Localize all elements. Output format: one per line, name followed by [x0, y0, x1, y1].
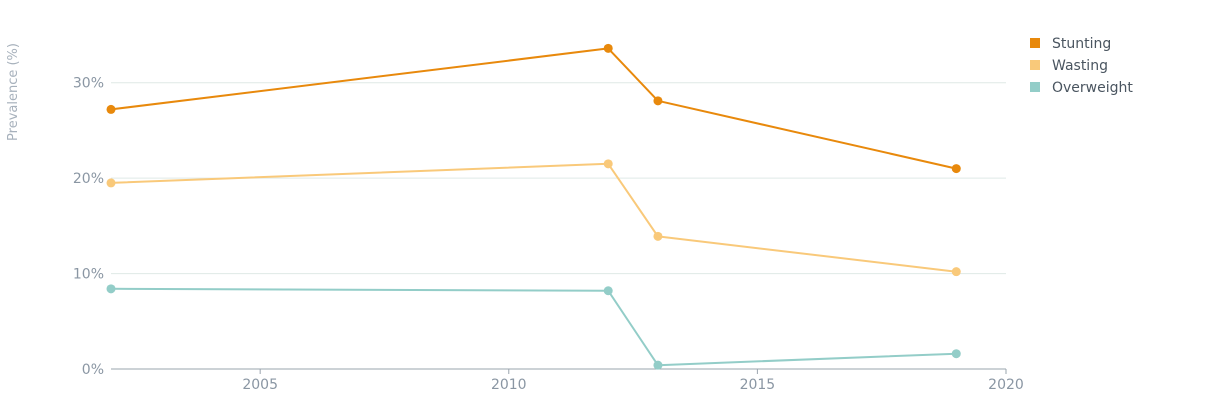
legend-swatch-stunting	[1030, 38, 1040, 48]
series-line-stunting	[110, 47, 957, 170]
legend-label-overweight[interactable]: Overweight	[1052, 80, 1133, 96]
x-tick-label-2015: 2015	[740, 377, 776, 393]
data-point-wasting-2019[interactable]	[951, 267, 961, 277]
y-axis-label: Prevalence (%)	[6, 43, 21, 141]
x-tick-label-2005: 2005	[242, 377, 278, 393]
data-point-wasting-2012[interactable]	[603, 159, 613, 169]
data-point-wasting-2002[interactable]	[106, 178, 116, 188]
y-tick-label-10: 10%	[73, 267, 104, 283]
data-point-stunting-2019[interactable]	[951, 164, 961, 174]
x-tick-label-2010: 2010	[491, 377, 527, 393]
data-point-wasting-2013[interactable]	[653, 231, 663, 241]
series-line-wasting	[110, 162, 957, 273]
data-point-overweight-2002[interactable]	[106, 284, 116, 294]
legend-label-stunting[interactable]: Stunting	[1052, 36, 1111, 52]
data-point-stunting-2002[interactable]	[106, 104, 116, 114]
legend-swatch-overweight	[1030, 82, 1040, 92]
data-point-overweight-2013[interactable]	[653, 360, 663, 370]
data-point-stunting-2012[interactable]	[603, 43, 613, 53]
legend-swatch-wasting	[1030, 60, 1040, 70]
legend-label-wasting[interactable]: Wasting	[1052, 58, 1108, 74]
data-point-stunting-2013[interactable]	[653, 96, 663, 106]
y-tick-label-30: 30%	[73, 76, 104, 92]
series-line-overweight	[110, 287, 957, 367]
y-tick-label-20: 20%	[73, 171, 104, 187]
x-tick-label-2020: 2020	[988, 377, 1024, 393]
data-point-overweight-2019[interactable]	[951, 349, 961, 359]
data-point-overweight-2012[interactable]	[603, 286, 613, 296]
y-tick-label-0: 0%	[82, 362, 104, 378]
